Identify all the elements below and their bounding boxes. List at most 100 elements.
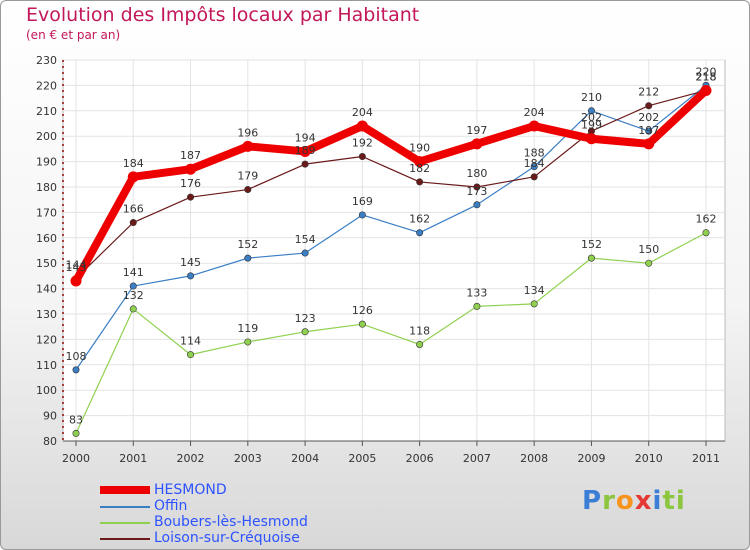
logo-letter: x	[634, 486, 653, 516]
data-label-loison-sur-cr-quoise: 192	[352, 137, 373, 150]
y-tick-label: 190	[36, 156, 57, 169]
data-label-offin: 108	[66, 350, 87, 363]
data-point-loison-sur-cr-quoise	[129, 219, 137, 227]
y-tick-label: 150	[36, 257, 57, 270]
data-label-layer: 143 184 187 196 194 204 190 197 204 199 197 218 108 1…	[66, 65, 717, 426]
logo-letter: ti	[662, 486, 686, 516]
data-label-hesmond: 187	[180, 149, 201, 162]
data-label-loison-sur-cr-quoise: 202	[581, 111, 602, 124]
data-point-loison-sur-cr-quoise	[416, 178, 424, 186]
y-tick-label: 140	[36, 283, 57, 296]
data-label-boubers-l-s-hesmond: 123	[295, 312, 316, 325]
chart-subtitle: (en € et par an)	[26, 28, 121, 42]
series-line-loison-sur-cr-quoise	[75, 89, 707, 280]
data-point-boubers-l-s-hesmond	[129, 305, 137, 313]
data-label-loison-sur-cr-quoise: 166	[123, 203, 144, 216]
data-label-boubers-l-s-hesmond: 162	[696, 213, 717, 226]
data-label-boubers-l-s-hesmond: 119	[237, 322, 258, 335]
x-tick-label: 2007	[463, 452, 491, 465]
data-point-boubers-l-s-hesmond	[645, 259, 653, 267]
data-label-offin: 173	[466, 185, 487, 198]
data-point-loison-sur-cr-quoise	[530, 173, 538, 181]
data-point-offin	[72, 366, 80, 374]
data-point-offin	[530, 163, 538, 171]
y-tick-label: 160	[36, 232, 57, 245]
data-point-offin	[473, 201, 481, 209]
y-tick-label: 90	[43, 410, 57, 423]
data-label-hesmond: 143	[66, 261, 87, 274]
data-label-loison-sur-cr-quoise: 218	[696, 70, 717, 83]
legend-label-offin: Offin	[154, 498, 188, 514]
x-tick-label: 2003	[234, 452, 262, 465]
data-point-offin	[358, 211, 366, 219]
data-point-hesmond	[299, 145, 311, 157]
logo-letter: r	[602, 486, 616, 516]
data-label-hesmond: 194	[295, 131, 316, 144]
data-point-boubers-l-s-hesmond	[72, 429, 80, 437]
data-point-hesmond	[414, 156, 426, 168]
data-point-hesmond	[528, 120, 540, 132]
x-tick-label: 2011	[692, 452, 720, 465]
proxiti-logo: Proxiti	[582, 486, 686, 516]
y-tick-label: 200	[36, 130, 57, 143]
y-tick-label: 130	[36, 308, 57, 321]
data-point-loison-sur-cr-quoise	[473, 183, 481, 191]
data-point-offin	[301, 249, 309, 257]
data-label-hesmond: 204	[352, 106, 373, 119]
data-point-hesmond	[127, 171, 139, 183]
data-label-offin: 169	[352, 195, 373, 208]
data-label-boubers-l-s-hesmond: 83	[69, 413, 83, 426]
data-point-hesmond	[185, 163, 197, 175]
x-tick-label: 2005	[348, 452, 376, 465]
legend-swatch-loison	[100, 538, 150, 540]
chart-title: Evolution des Impôts locaux par Habitant	[26, 4, 420, 26]
data-point-hesmond	[643, 138, 655, 150]
data-point-hesmond	[70, 275, 82, 287]
logo-letter: P	[582, 486, 603, 516]
data-label-boubers-l-s-hesmond: 133	[466, 286, 487, 299]
legend-swatch-offin	[100, 506, 150, 508]
plot-area	[62, 59, 726, 442]
data-label-offin: 154	[295, 233, 316, 246]
y-tick-label: 110	[36, 359, 57, 372]
data-label-loison-sur-cr-quoise: 182	[409, 162, 430, 175]
data-label-offin: 202	[638, 111, 659, 124]
data-label-offin: 210	[581, 91, 602, 104]
y-tick-label: 230	[36, 54, 57, 67]
x-tick-label: 2008	[520, 452, 548, 465]
data-label-loison-sur-cr-quoise: 180	[466, 167, 487, 180]
data-label-hesmond: 184	[123, 157, 144, 170]
logo-letter: i	[652, 486, 663, 516]
data-point-offin	[416, 229, 424, 237]
x-tick-label: 2002	[177, 452, 205, 465]
x-tick-label: 2000	[62, 452, 90, 465]
data-point-loison-sur-cr-quoise	[187, 193, 195, 201]
y-tick-label: 180	[36, 181, 57, 194]
data-label-boubers-l-s-hesmond: 132	[123, 289, 144, 302]
data-point-boubers-l-s-hesmond	[473, 302, 481, 310]
data-label-hesmond: 204	[524, 106, 545, 119]
data-point-boubers-l-s-hesmond	[187, 351, 195, 359]
data-point-boubers-l-s-hesmond	[358, 320, 366, 328]
data-label-loison-sur-cr-quoise: 212	[638, 86, 659, 99]
data-point-offin	[645, 127, 653, 135]
legend-label-hesmond: HESMOND	[154, 482, 227, 498]
data-label-loison-sur-cr-quoise: 176	[180, 177, 201, 190]
series-layer	[70, 81, 712, 437]
data-point-offin	[587, 107, 595, 115]
data-point-offin	[129, 282, 137, 290]
data-point-hesmond	[242, 140, 254, 152]
data-label-offin: 162	[409, 213, 430, 226]
data-label-offin: 188	[524, 147, 545, 160]
data-label-loison-sur-cr-quoise: 189	[295, 144, 316, 157]
data-point-boubers-l-s-hesmond	[530, 300, 538, 308]
data-label-hesmond: 197	[466, 124, 487, 137]
data-label-boubers-l-s-hesmond: 134	[524, 284, 545, 297]
data-point-loison-sur-cr-quoise	[244, 186, 252, 194]
x-tick-label: 2001	[119, 452, 147, 465]
y-tick-label: 100	[36, 384, 57, 397]
data-point-boubers-l-s-hesmond	[244, 338, 252, 346]
data-label-offin: 141	[123, 266, 144, 279]
axis-layer: 8090100110120130140150160170180190200210…	[36, 54, 725, 465]
data-label-hesmond: 197	[638, 124, 659, 137]
